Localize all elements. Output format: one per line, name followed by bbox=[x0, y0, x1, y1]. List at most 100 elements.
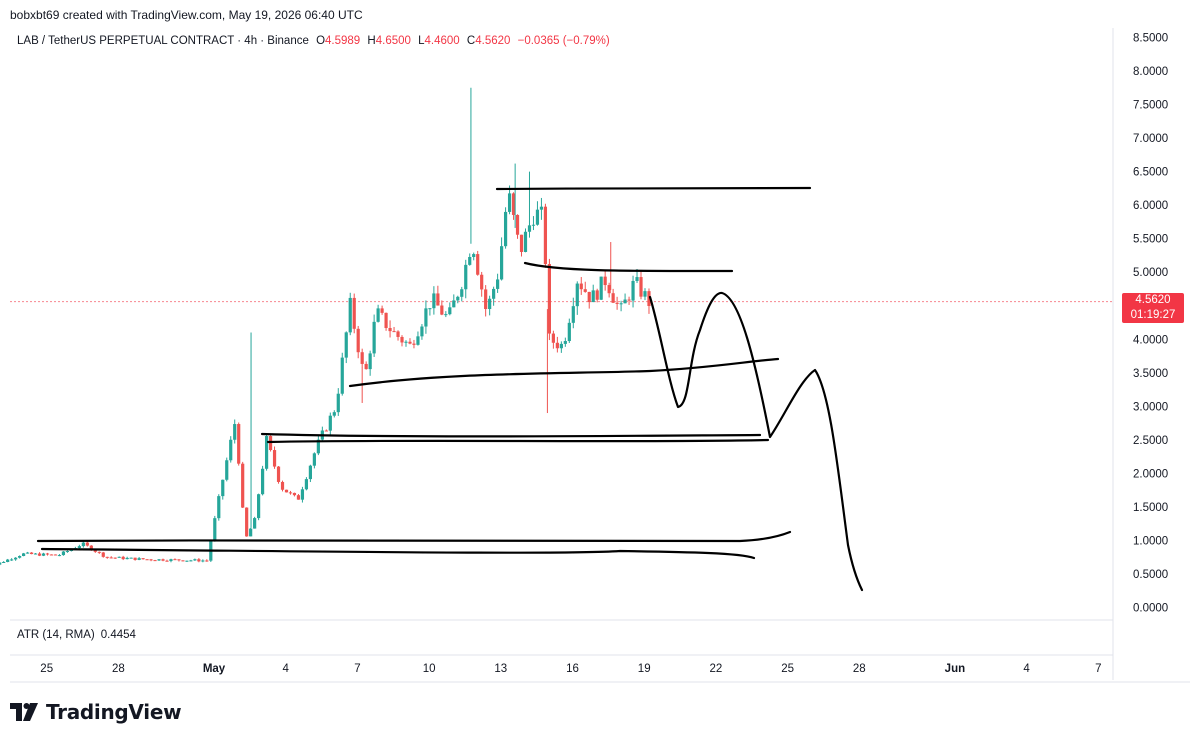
candle-body bbox=[448, 307, 452, 315]
candle-body bbox=[460, 289, 464, 297]
atr-label: ATR (14, RMA) bbox=[17, 629, 95, 641]
candle-body bbox=[619, 303, 623, 305]
candle-body bbox=[141, 558, 145, 560]
candle-body bbox=[260, 468, 265, 495]
candle-body bbox=[547, 264, 551, 334]
candle-body bbox=[296, 495, 301, 500]
symbol-label[interactable]: LAB / TetherUS PERPETUAL CONTRACT · 4h ·… bbox=[17, 35, 309, 47]
candle-body bbox=[109, 557, 113, 559]
candle-body bbox=[388, 328, 392, 332]
candle-body bbox=[241, 463, 245, 508]
drawing-resistance-line-top[interactable] bbox=[495, 186, 812, 191]
y-tick-label: 3.5000 bbox=[1133, 368, 1168, 380]
candle-body bbox=[360, 352, 364, 364]
drawing-projected-path[interactable] bbox=[648, 291, 864, 592]
candle-body bbox=[193, 559, 197, 561]
candle-body bbox=[424, 308, 428, 327]
x-tick-label: 4 bbox=[1023, 663, 1030, 675]
x-tick-label: 7 bbox=[1095, 663, 1101, 675]
candle-body bbox=[456, 296, 460, 301]
candle-body bbox=[169, 559, 173, 562]
drawing-support-line-1-0[interactable] bbox=[36, 530, 792, 543]
y-tick-label: 7.0000 bbox=[1133, 133, 1168, 145]
candle-body bbox=[324, 430, 328, 432]
candle-body bbox=[197, 559, 201, 562]
drawing-support-line-2-6b[interactable] bbox=[266, 438, 770, 444]
x-tick-label: 10 bbox=[423, 663, 436, 675]
drawing-support-line-2-6a[interactable] bbox=[260, 432, 762, 438]
low-label: L bbox=[418, 35, 425, 47]
tradingview-brand[interactable]: TradingView bbox=[10, 700, 182, 724]
y-tick-label: 2.5000 bbox=[1133, 435, 1168, 447]
candle-body bbox=[352, 297, 356, 329]
candle-body bbox=[0, 562, 2, 565]
candle-body bbox=[97, 551, 101, 553]
candle-body bbox=[6, 559, 10, 562]
open-value: 4.5989 bbox=[325, 35, 361, 47]
candle-body bbox=[201, 560, 205, 562]
y-tick-label: 8.0000 bbox=[1133, 66, 1168, 78]
candle-body bbox=[392, 331, 396, 333]
candle-body bbox=[603, 276, 607, 286]
high-value: 4.6500 bbox=[375, 35, 411, 47]
candle-body bbox=[221, 479, 225, 497]
atr-value: 0.4454 bbox=[100, 629, 136, 641]
candle-body bbox=[93, 550, 97, 552]
candle-body bbox=[607, 285, 611, 294]
candle-body bbox=[33, 553, 38, 555]
candle-body bbox=[332, 412, 336, 416]
candle-body bbox=[563, 341, 567, 344]
x-tick-label: 28 bbox=[112, 663, 125, 675]
candle-body bbox=[587, 291, 591, 303]
x-tick-label: 4 bbox=[282, 663, 289, 675]
bar-countdown: 01:19:27 bbox=[1130, 309, 1176, 321]
drawing-resistance-line-mid[interactable] bbox=[523, 261, 734, 273]
atr-indicator-label[interactable]: ATR (14, RMA) 0.4454 bbox=[17, 629, 136, 641]
candle-body bbox=[65, 551, 70, 553]
candle-body bbox=[284, 489, 289, 493]
candle-body bbox=[137, 558, 141, 560]
candle-body bbox=[25, 552, 30, 554]
candle-body bbox=[213, 518, 217, 541]
candle-body bbox=[464, 264, 468, 290]
candle-body bbox=[205, 560, 209, 562]
candle-body bbox=[535, 209, 540, 225]
candle-body bbox=[476, 254, 480, 275]
candle-body bbox=[384, 312, 388, 329]
x-tick-label: 7 bbox=[354, 663, 360, 675]
candle-body bbox=[492, 288, 496, 299]
candle-body bbox=[85, 542, 89, 546]
x-tick-label: 19 bbox=[638, 663, 651, 675]
candle-body bbox=[153, 560, 157, 562]
candle-body bbox=[288, 492, 293, 494]
candle-body bbox=[496, 279, 500, 289]
candle-body bbox=[125, 557, 129, 560]
drawing-support-line-3-5[interactable] bbox=[348, 357, 780, 388]
candle-body bbox=[480, 274, 484, 290]
tradingview-logo-icon bbox=[10, 703, 38, 721]
candle-body bbox=[340, 357, 344, 394]
drawing-support-line-0-8[interactable] bbox=[40, 547, 756, 560]
candle-body bbox=[408, 341, 412, 344]
brand-name: TradingView bbox=[46, 700, 182, 724]
candle-body bbox=[61, 551, 66, 556]
low-value: 4.4600 bbox=[424, 35, 460, 47]
candle-body bbox=[57, 555, 62, 557]
candle-body bbox=[113, 557, 117, 559]
x-tick-label: 28 bbox=[853, 663, 866, 675]
candle-body bbox=[189, 560, 193, 562]
candle-body bbox=[276, 466, 281, 482]
y-tick-label: 8.5000 bbox=[1133, 33, 1168, 45]
candle-body bbox=[639, 277, 643, 297]
candle-body bbox=[129, 557, 133, 559]
candle-body bbox=[233, 424, 237, 440]
candle-body bbox=[432, 293, 436, 309]
x-tick-label: 25 bbox=[40, 663, 53, 675]
candle-body bbox=[18, 556, 22, 558]
candle-body bbox=[631, 280, 635, 301]
candle-body bbox=[599, 276, 603, 300]
candle-body bbox=[428, 308, 432, 310]
candle-body bbox=[165, 560, 169, 562]
candle-body bbox=[161, 559, 165, 561]
